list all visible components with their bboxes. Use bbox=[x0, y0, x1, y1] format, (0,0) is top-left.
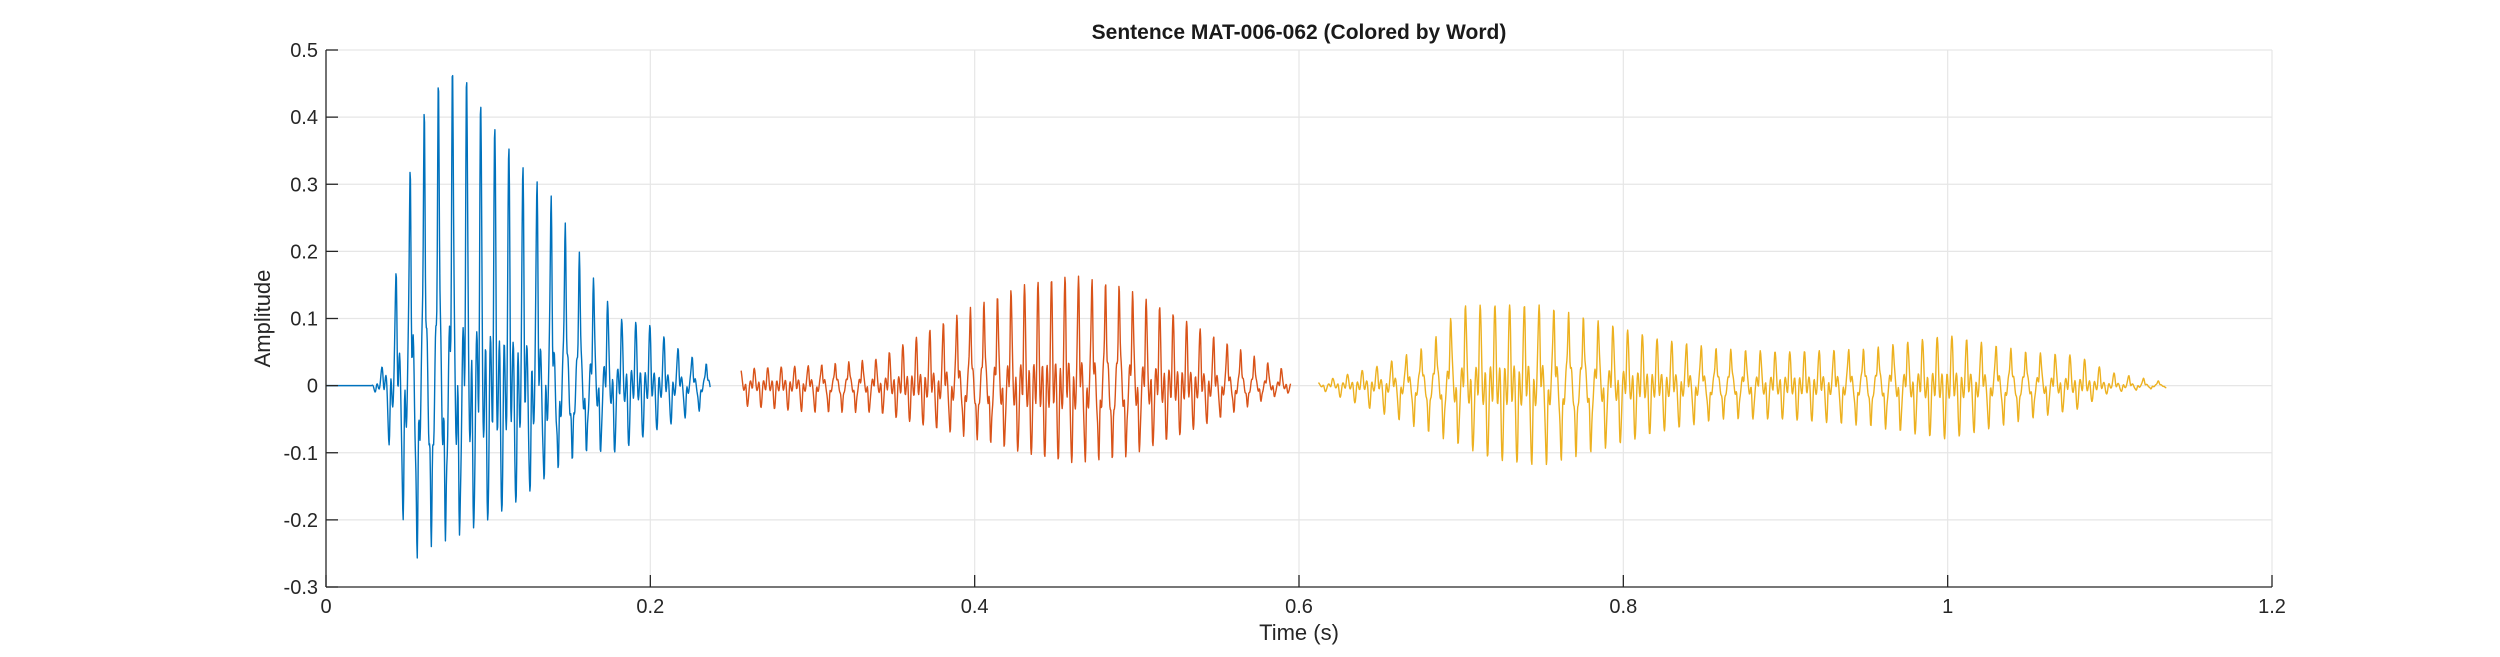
y-tick-label: 0.3 bbox=[290, 174, 318, 196]
y-tick-label: 0.2 bbox=[290, 241, 318, 263]
grid bbox=[326, 49, 2273, 587]
axes: 0 0.2 0.4 0.6 0.8 1 1.2 -0.3 -0.2 -0.1 0 0.1 0.2 0.3 0… bbox=[284, 40, 2286, 618]
y-tick-label: 0 bbox=[307, 376, 318, 398]
x-tick-label: 0.6 bbox=[1285, 596, 1313, 618]
x-tick-label: 1.2 bbox=[2258, 596, 2286, 618]
y-tick-label: -0.1 bbox=[284, 443, 318, 465]
x-tick-label: 0.8 bbox=[1609, 596, 1637, 618]
y-tick-label: -0.2 bbox=[284, 510, 318, 532]
series-layer bbox=[325, 74, 2167, 559]
series-line-2 bbox=[740, 275, 1292, 464]
y-tick-label: 0.5 bbox=[290, 40, 318, 62]
x-tick-label: 0 bbox=[320, 596, 331, 618]
x-tick-label: 0.4 bbox=[961, 596, 989, 618]
y-tick-label: 0.1 bbox=[290, 309, 318, 331]
y-tick-label: -0.3 bbox=[284, 577, 318, 599]
y-tick-label: 0.4 bbox=[290, 107, 318, 129]
x-tick-label: 1 bbox=[1942, 596, 1953, 618]
series-line-1 bbox=[325, 74, 711, 559]
chart-title: Sentence MAT-006-062 (Colored by Word) bbox=[1092, 21, 1507, 44]
series-line-3 bbox=[1317, 304, 2167, 466]
y-axis-label: Amplitude bbox=[250, 270, 275, 368]
x-tick-label: 0.2 bbox=[636, 596, 664, 618]
x-axis-label: Time (s) bbox=[1259, 620, 1339, 645]
